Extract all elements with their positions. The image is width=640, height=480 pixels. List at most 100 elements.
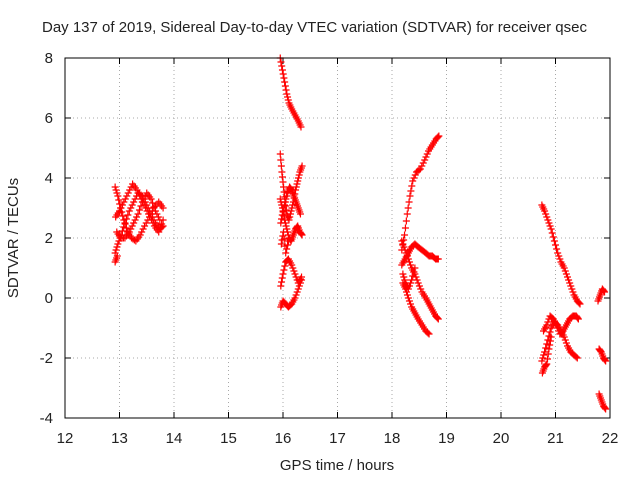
data-point	[142, 219, 150, 227]
data-point	[287, 185, 295, 193]
data-point	[569, 288, 577, 296]
data-point	[150, 203, 158, 211]
data-point	[127, 204, 135, 212]
data-point	[283, 225, 291, 233]
data-point	[545, 345, 553, 353]
data-point	[422, 153, 430, 161]
data-point	[155, 228, 163, 236]
data-point	[424, 329, 432, 337]
data-point	[136, 231, 144, 239]
data-point	[284, 96, 292, 104]
data-point	[400, 243, 408, 251]
data-points	[111, 54, 610, 413]
data-point	[408, 276, 416, 284]
data-point	[294, 285, 302, 293]
data-point	[278, 66, 286, 74]
x-tick-label: 22	[602, 430, 619, 447]
data-point	[402, 217, 410, 225]
data-point	[283, 90, 291, 98]
data-point	[277, 156, 285, 164]
data-point	[296, 279, 304, 287]
series-track-18h-d	[399, 279, 433, 338]
data-point	[412, 273, 420, 281]
data-point	[134, 210, 142, 218]
data-point	[280, 235, 288, 243]
data-point	[279, 207, 287, 215]
data-point	[433, 314, 441, 322]
data-point	[423, 150, 431, 158]
data-point	[541, 207, 549, 215]
data-point	[282, 249, 290, 257]
data-point	[284, 241, 292, 249]
data-point	[149, 219, 157, 227]
series-track-16h-c	[276, 195, 306, 245]
data-point	[131, 195, 139, 203]
data-point	[574, 315, 582, 323]
series-track-13h-e	[111, 252, 121, 266]
tick-labels: 12 13 14 15 16 17 18 19 20 21 22 -4 -2 0 2 4 6 8	[40, 50, 619, 447]
data-point	[127, 225, 135, 233]
data-point	[119, 212, 127, 220]
data-point	[560, 264, 568, 272]
data-point	[568, 285, 576, 293]
data-point	[147, 195, 155, 203]
plot-frame	[64, 57, 611, 419]
x-tick-label: 19	[438, 430, 455, 447]
chart-title: Day 137 of 2019, Sidereal Day-to-day VTE…	[42, 19, 587, 36]
data-point	[554, 249, 562, 257]
data-point	[153, 210, 161, 218]
data-point	[547, 333, 555, 341]
data-point	[277, 282, 285, 290]
data-point	[601, 404, 609, 412]
data-point	[287, 207, 295, 215]
data-point	[156, 216, 164, 224]
data-point	[113, 189, 121, 197]
data-point	[417, 285, 425, 293]
data-point	[415, 166, 423, 174]
series-track-16h-f	[277, 276, 306, 311]
data-point	[280, 204, 288, 212]
data-point	[288, 204, 296, 212]
data-point	[435, 132, 443, 140]
data-point	[399, 270, 407, 278]
data-point	[118, 227, 126, 235]
data-point	[543, 213, 551, 221]
data-point	[572, 353, 580, 361]
data-point	[282, 86, 290, 94]
data-point	[574, 314, 582, 322]
data-point	[120, 223, 128, 231]
data-point	[546, 222, 554, 230]
data-point	[278, 62, 286, 70]
data-point	[296, 210, 304, 218]
data-point	[286, 213, 294, 221]
data-point	[294, 174, 302, 182]
data-point	[280, 74, 288, 82]
data-point	[403, 210, 411, 218]
data-point	[544, 355, 552, 363]
data-point	[133, 186, 141, 194]
x-tick-label: 16	[275, 430, 292, 447]
series-track-16h-a	[276, 54, 305, 131]
data-point	[415, 282, 423, 290]
data-point	[544, 350, 552, 358]
data-point	[400, 273, 408, 281]
series-track-22h-a	[594, 285, 609, 305]
data-point	[125, 207, 133, 215]
data-point	[295, 171, 303, 179]
x-tick-label: 18	[384, 430, 401, 447]
data-point	[298, 162, 306, 170]
data-point	[565, 276, 573, 284]
series-track-22h-c	[595, 390, 610, 413]
data-point	[147, 216, 155, 224]
data-point	[405, 258, 413, 266]
data-point	[122, 215, 130, 223]
data-point	[539, 354, 547, 362]
data-point	[416, 165, 424, 173]
data-point	[130, 198, 138, 206]
data-point	[114, 192, 122, 200]
x-tick-label: 21	[547, 430, 564, 447]
data-point	[556, 255, 564, 263]
data-point	[543, 321, 551, 329]
x-tick-label: 20	[493, 430, 510, 447]
data-point	[297, 123, 305, 131]
